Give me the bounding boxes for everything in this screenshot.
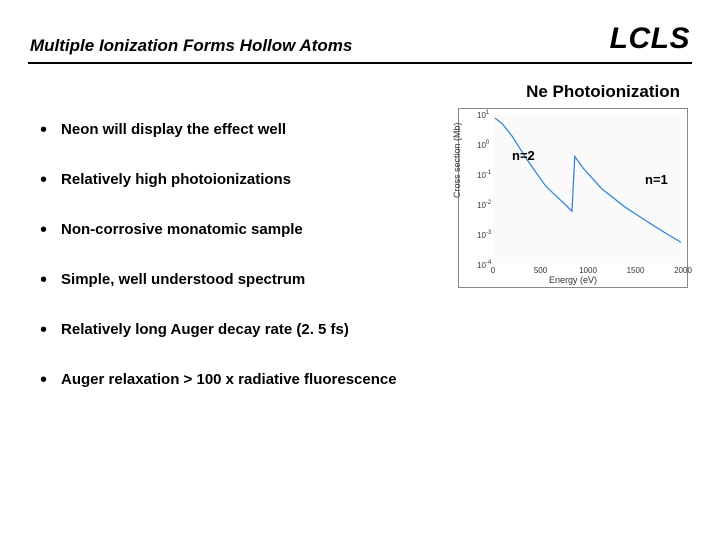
y-tick: 10-1: [477, 170, 491, 180]
bullet-text: Auger relaxation > 100 x radiative fluor…: [61, 371, 397, 388]
x-tick: 0: [491, 266, 495, 275]
bullet-text: Relatively long Auger decay rate (2. 5 f…: [61, 321, 349, 338]
chart-frame: Cross section (Mb) Energy (eV) n=2 n=1 1…: [458, 108, 688, 288]
bullet-text: Relatively high photoionizations: [61, 171, 291, 188]
slide-title: Multiple Ionization Forms Hollow Atoms: [30, 36, 352, 56]
bullet-icon: •: [40, 320, 47, 340]
slide-content: Ne Photoionization • Neon will display t…: [0, 64, 720, 388]
y-tick: 10-3: [477, 230, 491, 240]
x-tick: 1000: [579, 266, 597, 275]
y-tick: 101: [477, 110, 489, 120]
y-tick: 10-2: [477, 200, 491, 210]
annotation-n1: n=1: [645, 172, 668, 187]
x-axis-label: Energy (eV): [549, 275, 597, 285]
annotation-n2: n=2: [512, 148, 535, 163]
bullet-icon: •: [40, 120, 47, 140]
list-item: • Auger relaxation > 100 x radiative flu…: [40, 368, 690, 388]
list-item: • Relatively long Auger decay rate (2. 5…: [40, 318, 690, 338]
x-tick: 500: [534, 266, 547, 275]
slide-header: Multiple Ionization Forms Hollow Atoms L…: [0, 0, 720, 62]
y-tick: 100: [477, 140, 489, 150]
bullet-icon: •: [40, 370, 47, 390]
bullet-icon: •: [40, 220, 47, 240]
bullet-icon: •: [40, 170, 47, 190]
chart-title: Ne Photoionization: [526, 82, 680, 102]
bullet-icon: •: [40, 270, 47, 290]
y-axis-label: Cross section (Mb): [452, 122, 462, 198]
x-tick: 2000: [674, 266, 692, 275]
y-tick: 10-4: [477, 260, 491, 270]
chart-plot-area: [493, 115, 681, 263]
logo-text: LCLS: [610, 22, 690, 56]
x-tick: 1500: [627, 266, 645, 275]
chart-curve: [493, 115, 681, 263]
bullet-text: Non-corrosive monatomic sample: [61, 221, 303, 238]
bullet-text: Neon will display the effect well: [61, 121, 286, 138]
bullet-text: Simple, well understood spectrum: [61, 271, 305, 288]
